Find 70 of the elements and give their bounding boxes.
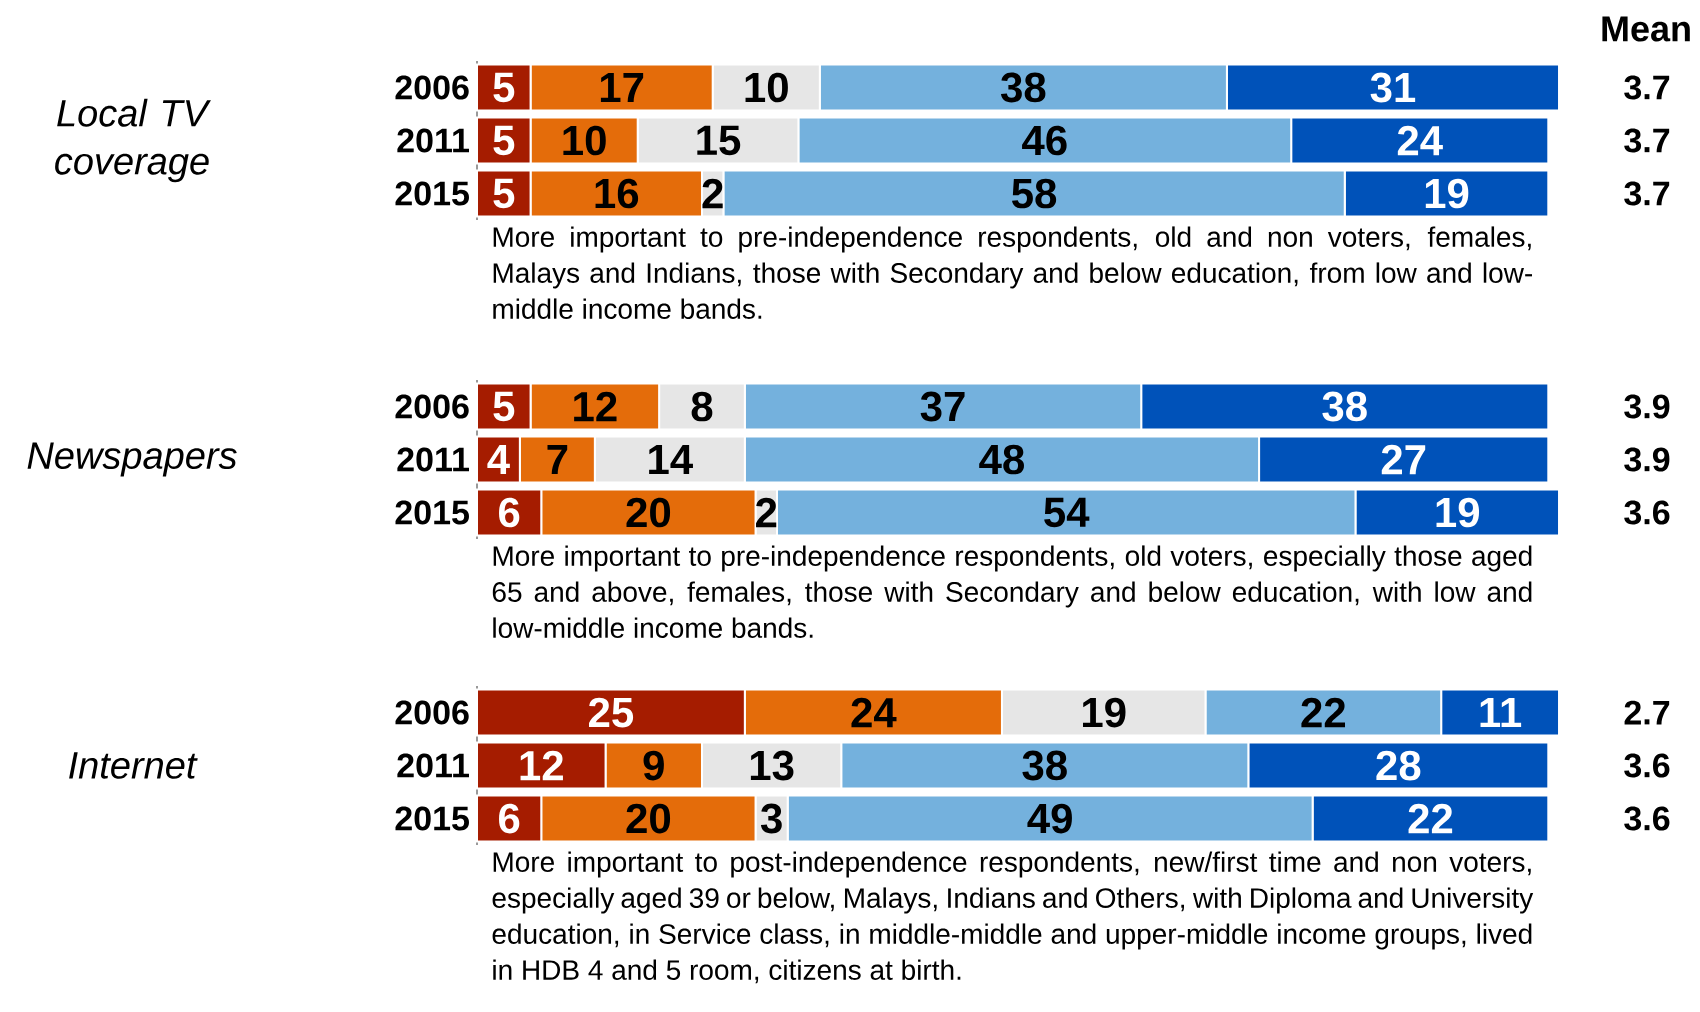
y-axis-title: Newspapers	[27, 442, 237, 477]
text: 3.9	[1624, 447, 1670, 472]
data-label: 4	[487, 445, 510, 474]
y-tick-label: 2011	[397, 753, 469, 778]
data-label: 7	[547, 445, 568, 474]
text: 3.6	[1624, 806, 1670, 831]
data-label: 11	[1480, 698, 1522, 727]
data-label: 9	[643, 750, 664, 781]
data-label: 27	[1381, 444, 1426, 475]
data-label: 38	[1322, 391, 1367, 422]
data-label: 54	[1044, 497, 1090, 528]
text: More important to pre-independence respondents, old and non voters, females, Malays and Indians, those with Secondary and below education, from low and low-middle income bands.	[493, 226, 1532, 319]
data-label: 5	[493, 72, 515, 103]
data-label: 22	[1301, 697, 1346, 728]
y-tick-label: 2011	[397, 128, 469, 153]
y-tick-label: 2006	[395, 75, 469, 100]
data-label: 38	[1000, 72, 1046, 103]
y-tick-label: 2006	[395, 700, 469, 725]
y-tick-label: 2015	[395, 806, 469, 831]
data-label: 10	[745, 72, 788, 103]
data-label: 5	[493, 178, 515, 209]
data-label: 19	[1425, 178, 1469, 209]
data-label: 20	[626, 497, 671, 528]
data-label: 14	[649, 445, 693, 474]
data-label: 13	[750, 750, 794, 781]
data-label: 19	[1436, 497, 1480, 528]
text: 2.7	[1624, 700, 1670, 725]
data-label: 2	[702, 178, 723, 209]
data-label: 25	[589, 697, 634, 728]
data-label: 58	[1012, 178, 1057, 209]
data-label: 46	[1022, 125, 1067, 156]
y-tick-label: 2011	[397, 447, 469, 472]
y-tick-label: 2006	[395, 394, 469, 419]
data-label: 2	[756, 497, 777, 528]
data-label: 49	[1027, 803, 1072, 834]
data-label: 19	[1083, 697, 1126, 728]
text: More important to pre-independence respondents, old voters, especially those aged 65 and above, females, those with Secondary and below education, with low and low-middle income bands.	[492, 545, 1532, 638]
data-label: 15	[697, 125, 741, 156]
text: 3.9	[1624, 394, 1670, 419]
data-label: 17	[600, 73, 644, 102]
data-label: 48	[979, 444, 1024, 475]
text: 3.7	[1624, 128, 1670, 153]
y-tick-label: 2015	[395, 500, 469, 525]
text: 3.7	[1624, 75, 1670, 100]
data-label: 8	[691, 391, 713, 422]
y-axis-title: Internet	[69, 752, 198, 779]
data-label: 16	[595, 178, 639, 209]
data-label: 37	[920, 391, 965, 422]
data-label: 5	[493, 125, 515, 156]
data-label: 28	[1376, 750, 1421, 781]
data-label: 38	[1022, 750, 1067, 781]
data-label: 12	[520, 750, 563, 781]
text: 3.6	[1624, 500, 1670, 525]
data-label: 24	[1397, 125, 1443, 156]
data-label: 22	[1408, 803, 1453, 834]
y-tick-label: 2015	[395, 181, 469, 206]
data-label: 5	[493, 391, 515, 422]
text: 3.7	[1624, 181, 1670, 206]
text: 3.6	[1624, 753, 1670, 778]
data-label: 3	[760, 803, 782, 834]
data-label: 6	[499, 497, 520, 528]
text: More important to post-independence respondents, new/first time and non voters, especially aged 39 or below, Malays, Indians and Others, with Diploma and University education, in Service class, in middle-middle and upper-middle income groups, lived in HDB 4 and 5 room, citizens at birth.	[492, 851, 1534, 984]
y-axis-title: Local TV coverage	[55, 98, 211, 183]
data-label: 6	[499, 803, 520, 834]
data-label: 31	[1370, 72, 1416, 103]
data-label: 10	[563, 125, 606, 156]
data-label: 24	[851, 697, 897, 728]
data-label: 12	[574, 391, 617, 422]
data-label: 20	[626, 803, 671, 834]
y2-axis-title: Mean	[1602, 16, 1690, 42]
